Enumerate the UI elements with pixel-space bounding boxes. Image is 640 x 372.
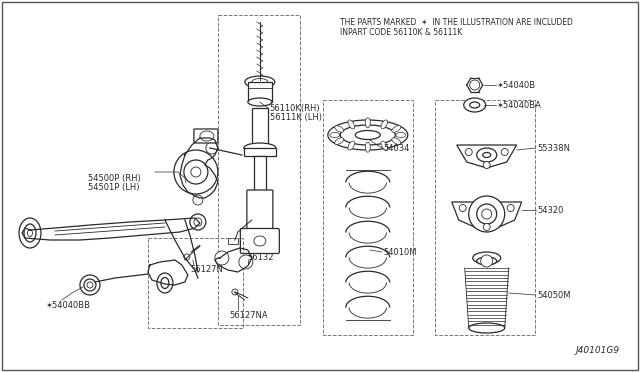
Bar <box>148 238 243 328</box>
Text: ✶54040BA: ✶54040BA <box>497 100 541 109</box>
Ellipse shape <box>464 98 486 112</box>
Text: 56132: 56132 <box>248 253 275 263</box>
Circle shape <box>87 282 93 288</box>
Bar <box>254 156 266 191</box>
Ellipse shape <box>348 120 355 129</box>
Circle shape <box>483 161 490 169</box>
Circle shape <box>239 255 253 269</box>
Bar <box>435 100 534 335</box>
Text: 56127N: 56127N <box>190 266 223 275</box>
Polygon shape <box>457 145 516 168</box>
Ellipse shape <box>365 142 371 152</box>
FancyBboxPatch shape <box>194 129 218 143</box>
Ellipse shape <box>24 224 36 242</box>
Circle shape <box>80 275 100 295</box>
Text: 54050M: 54050M <box>538 291 571 299</box>
Circle shape <box>184 160 208 184</box>
Circle shape <box>460 205 466 212</box>
Ellipse shape <box>330 132 340 138</box>
Text: J40101G9: J40101G9 <box>575 346 620 355</box>
Text: 54320: 54320 <box>538 205 564 215</box>
Polygon shape <box>452 202 522 228</box>
Circle shape <box>193 195 203 205</box>
Ellipse shape <box>200 131 214 141</box>
Ellipse shape <box>365 118 371 128</box>
Circle shape <box>191 167 201 177</box>
Text: ✶54040BB: ✶54040BB <box>45 301 90 310</box>
Circle shape <box>206 142 218 154</box>
Circle shape <box>190 214 206 230</box>
Ellipse shape <box>468 323 505 333</box>
Ellipse shape <box>19 218 41 248</box>
Bar <box>244 148 276 156</box>
Circle shape <box>482 209 492 219</box>
Ellipse shape <box>348 141 355 150</box>
Text: 54010M: 54010M <box>384 247 417 257</box>
Ellipse shape <box>483 153 491 157</box>
Bar <box>323 100 413 335</box>
Text: 56110K(RH): 56110K(RH) <box>270 103 321 112</box>
Ellipse shape <box>381 120 388 129</box>
Circle shape <box>477 204 497 224</box>
Text: 56111K (LH): 56111K (LH) <box>270 112 322 122</box>
Ellipse shape <box>381 141 388 150</box>
FancyBboxPatch shape <box>241 228 279 253</box>
FancyBboxPatch shape <box>247 190 273 237</box>
Ellipse shape <box>396 132 406 138</box>
Ellipse shape <box>245 76 275 88</box>
Ellipse shape <box>254 236 266 246</box>
Ellipse shape <box>392 126 401 132</box>
Text: 55338N: 55338N <box>538 144 571 153</box>
Ellipse shape <box>355 131 380 140</box>
Circle shape <box>470 80 480 90</box>
Text: INPART CODE 56110K & 56111K: INPART CODE 56110K & 56111K <box>340 28 462 37</box>
Circle shape <box>215 251 229 265</box>
Circle shape <box>481 255 493 267</box>
Ellipse shape <box>244 143 276 153</box>
Bar <box>228 238 238 244</box>
Ellipse shape <box>473 252 500 264</box>
Text: 54501P (LH): 54501P (LH) <box>88 183 140 192</box>
Circle shape <box>465 148 472 155</box>
Circle shape <box>194 218 202 226</box>
Ellipse shape <box>340 125 396 145</box>
Circle shape <box>468 196 505 232</box>
Ellipse shape <box>252 78 268 86</box>
Ellipse shape <box>470 102 480 108</box>
Ellipse shape <box>392 138 401 144</box>
Circle shape <box>84 279 96 291</box>
Circle shape <box>508 205 514 212</box>
Circle shape <box>174 150 218 194</box>
Text: 54034: 54034 <box>384 144 410 153</box>
Circle shape <box>184 254 190 260</box>
Ellipse shape <box>28 230 33 237</box>
Text: ✶54040B: ✶54040B <box>497 80 536 90</box>
Ellipse shape <box>477 148 497 162</box>
Circle shape <box>501 148 508 155</box>
Ellipse shape <box>477 257 497 265</box>
Circle shape <box>232 289 238 295</box>
Ellipse shape <box>248 98 272 106</box>
Text: 54500P (RH): 54500P (RH) <box>88 173 141 183</box>
Ellipse shape <box>328 120 408 150</box>
Bar <box>248 82 272 102</box>
Bar <box>218 15 300 325</box>
Bar <box>252 108 268 148</box>
Ellipse shape <box>157 273 173 293</box>
Text: THE PARTS MARKED  ✶  IN THE ILLUSTRATION ARE INCLUDED: THE PARTS MARKED ✶ IN THE ILLUSTRATION A… <box>340 18 573 27</box>
Ellipse shape <box>161 278 169 289</box>
Ellipse shape <box>335 138 344 144</box>
Text: 56127NA: 56127NA <box>230 311 269 320</box>
Ellipse shape <box>335 126 344 132</box>
Circle shape <box>483 224 490 231</box>
